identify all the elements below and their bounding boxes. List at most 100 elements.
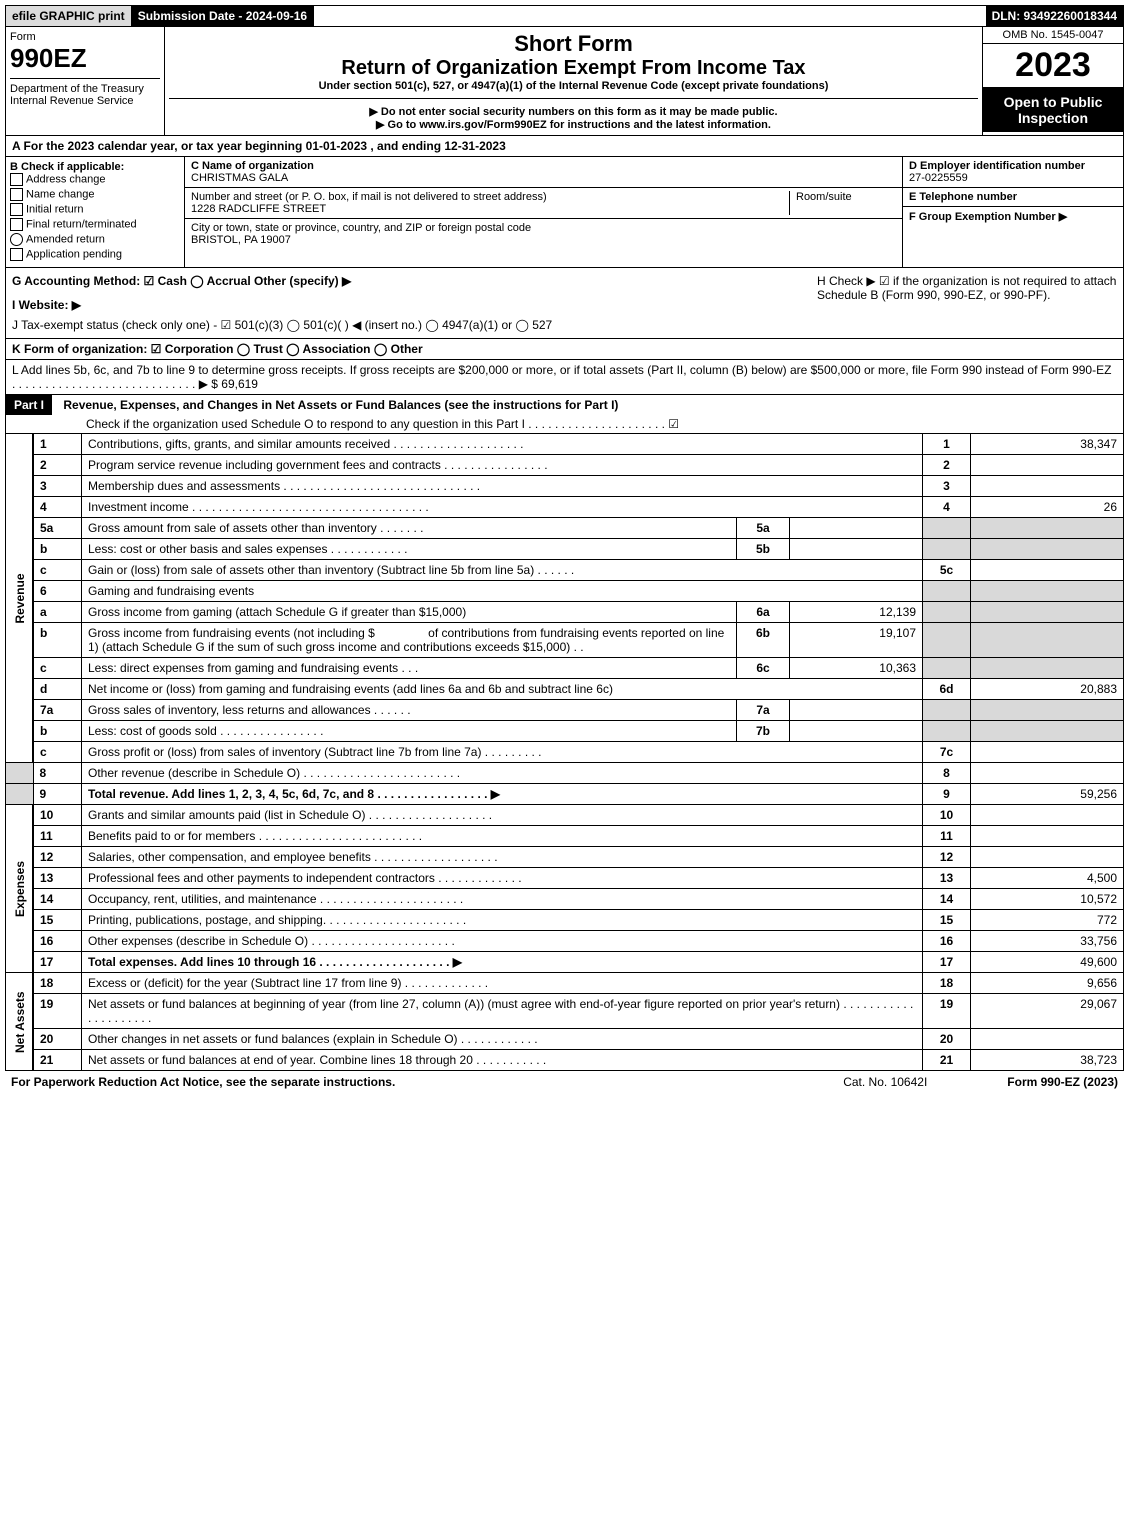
label-group-exempt: F Group Exemption Number ▶ — [909, 211, 1067, 223]
line-11-amount — [971, 826, 1124, 847]
title-short-form: Short Form — [169, 31, 978, 57]
line-5b-sub — [790, 539, 923, 560]
omb-number: OMB No. 1545-0047 — [983, 27, 1123, 44]
schedule-b-check: H Check ▶ ☑ if the organization is not r… — [817, 274, 1117, 332]
line-7b-sub — [790, 721, 923, 742]
lines-table: Revenue 1Contributions, gifts, grants, a… — [5, 434, 1124, 1071]
line-5c-amount — [971, 560, 1124, 581]
line-20-desc: Other changes in net assets or fund bala… — [82, 1029, 923, 1050]
line-6d-desc: Net income or (loss) from gaming and fun… — [82, 679, 923, 700]
room-suite-label: Room/suite — [789, 191, 896, 215]
label-phone: E Telephone number — [909, 191, 1017, 203]
line-18-amount: 9,656 — [971, 973, 1124, 994]
line-7c-amount — [971, 742, 1124, 763]
form-of-organization: K Form of organization: ☑ Corporation ◯ … — [5, 339, 1124, 360]
part-i-label: Part I — [6, 395, 52, 415]
line-15-amount: 772 — [971, 910, 1124, 931]
opt-address-change: Address change — [26, 173, 106, 185]
line-10-amount — [971, 805, 1124, 826]
checkbox-final-return[interactable] — [10, 218, 23, 231]
page-footer: For Paperwork Reduction Act Notice, see … — [5, 1071, 1124, 1093]
line-7a-sub — [790, 700, 923, 721]
submission-date: Submission Date - 2024-09-16 — [132, 6, 314, 26]
checkbox-application-pending[interactable] — [10, 248, 23, 261]
tax-year: 2023 — [983, 44, 1123, 88]
line-2-desc: Program service revenue including govern… — [82, 455, 923, 476]
line-17-desc: Total expenses. Add lines 10 through 16 … — [82, 952, 923, 973]
form-header: Form 990EZ Department of the Treasury In… — [5, 27, 1124, 136]
checkbox-address-change[interactable] — [10, 173, 23, 186]
line-20-amount — [971, 1029, 1124, 1050]
line-6d-amount: 20,883 — [971, 679, 1124, 700]
side-label-expenses: Expenses — [6, 805, 34, 973]
radio-amended-return[interactable] — [10, 233, 23, 246]
dln: DLN: 93492260018344 — [986, 6, 1123, 26]
paperwork-notice: For Paperwork Reduction Act Notice, see … — [11, 1075, 395, 1089]
line-13-desc: Professional fees and other payments to … — [82, 868, 923, 889]
box-c-org-info: C Name of organization CHRISTMAS GALA Nu… — [185, 157, 902, 267]
catalog-number: Cat. No. 10642I — [843, 1075, 927, 1089]
label-org-name: C Name of organization — [191, 160, 314, 172]
line-1-amount: 38,347 — [971, 434, 1124, 455]
side-label-revenue: Revenue — [6, 434, 34, 763]
line-14-desc: Occupancy, rent, utilities, and maintena… — [82, 889, 923, 910]
goto-link[interactable]: ▶ Go to www.irs.gov/Form990EZ for instru… — [169, 118, 978, 131]
line-12-desc: Salaries, other compensation, and employ… — [82, 847, 923, 868]
label-ein: D Employer identification number — [909, 160, 1085, 172]
line-16-amount: 33,756 — [971, 931, 1124, 952]
open-to-public: Open to Public Inspection — [983, 88, 1123, 132]
top-bar: efile GRAPHIC print Submission Date - 20… — [5, 5, 1124, 27]
line-3-amount — [971, 476, 1124, 497]
line-5a-desc: Gross amount from sale of assets other t… — [82, 518, 737, 539]
gross-receipts-note: L Add lines 5b, 6c, and 7b to line 9 to … — [5, 360, 1124, 395]
ssn-warning: ▶ Do not enter social security numbers o… — [169, 105, 978, 118]
irs-name: Internal Revenue Service — [10, 95, 160, 107]
line-1-desc: Contributions, gifts, grants, and simila… — [82, 434, 923, 455]
line-17-amount: 49,600 — [971, 952, 1124, 973]
form-word: Form — [10, 31, 160, 43]
box-b-check-applicable: B Check if applicable: Address change Na… — [6, 157, 185, 267]
line-21-amount: 38,723 — [971, 1050, 1124, 1071]
line-4-desc: Investment income . . . . . . . . . . . … — [82, 497, 923, 518]
dept-treasury: Department of the Treasury — [10, 83, 160, 95]
line-4-amount: 26 — [971, 497, 1124, 518]
line-19-desc: Net assets or fund balances at beginning… — [82, 994, 923, 1029]
line-15-desc: Printing, publications, postage, and shi… — [82, 910, 923, 931]
form-number: 990EZ — [10, 43, 160, 74]
line-6-desc: Gaming and fundraising events — [82, 581, 923, 602]
checkbox-initial-return[interactable] — [10, 203, 23, 216]
line-7c-desc: Gross profit or (loss) from sales of inv… — [82, 742, 923, 763]
entity-block: B Check if applicable: Address change Na… — [5, 157, 1124, 268]
part-i-header-row: Part I Revenue, Expenses, and Changes in… — [5, 395, 1124, 434]
line-g-h: G Accounting Method: ☑ Cash ◯ Accrual Ot… — [5, 268, 1124, 339]
website-line: I Website: ▶ — [12, 298, 552, 312]
title-return: Return of Organization Exempt From Incom… — [169, 57, 978, 80]
line-12-amount — [971, 847, 1124, 868]
line-10-desc: Grants and similar amounts paid (list in… — [82, 805, 923, 826]
line-11-desc: Benefits paid to or for members . . . . … — [82, 826, 923, 847]
line-19-amount: 29,067 — [971, 994, 1124, 1029]
opt-amended-return: Amended return — [26, 233, 105, 245]
checkbox-name-change[interactable] — [10, 188, 23, 201]
line-16-desc: Other expenses (describe in Schedule O) … — [82, 931, 923, 952]
line-5b-desc: Less: cost or other basis and sales expe… — [82, 539, 737, 560]
line-2-amount — [971, 455, 1124, 476]
line-6a-sub: 12,139 — [790, 602, 923, 623]
tax-exempt-status: J Tax-exempt status (check only one) - ☑… — [12, 318, 552, 332]
line-6c-sub: 10,363 — [790, 658, 923, 679]
accounting-method: G Accounting Method: ☑ Cash ◯ Accrual Ot… — [12, 274, 552, 288]
efile-print-button[interactable]: efile GRAPHIC print — [6, 6, 132, 26]
section-a-taxyear: A For the 2023 calendar year, or tax yea… — [5, 136, 1124, 157]
form-id-footer: Form 990-EZ (2023) — [1007, 1075, 1118, 1089]
box-def: D Employer identification number 27-0225… — [902, 157, 1123, 267]
line-3-desc: Membership dues and assessments . . . . … — [82, 476, 923, 497]
line-18-desc: Excess or (deficit) for the year (Subtra… — [82, 973, 923, 994]
line-7a-desc: Gross sales of inventory, less returns a… — [82, 700, 737, 721]
label-street: Number and street (or P. O. box, if mail… — [191, 191, 547, 203]
opt-name-change: Name change — [26, 188, 95, 200]
line-7b-desc: Less: cost of goods sold . . . . . . . .… — [82, 721, 737, 742]
line-8-desc: Other revenue (describe in Schedule O) .… — [82, 763, 923, 784]
opt-final-return: Final return/terminated — [26, 218, 137, 230]
box-b-title: B Check if applicable: — [10, 161, 180, 173]
side-label-netassets: Net Assets — [6, 973, 34, 1071]
